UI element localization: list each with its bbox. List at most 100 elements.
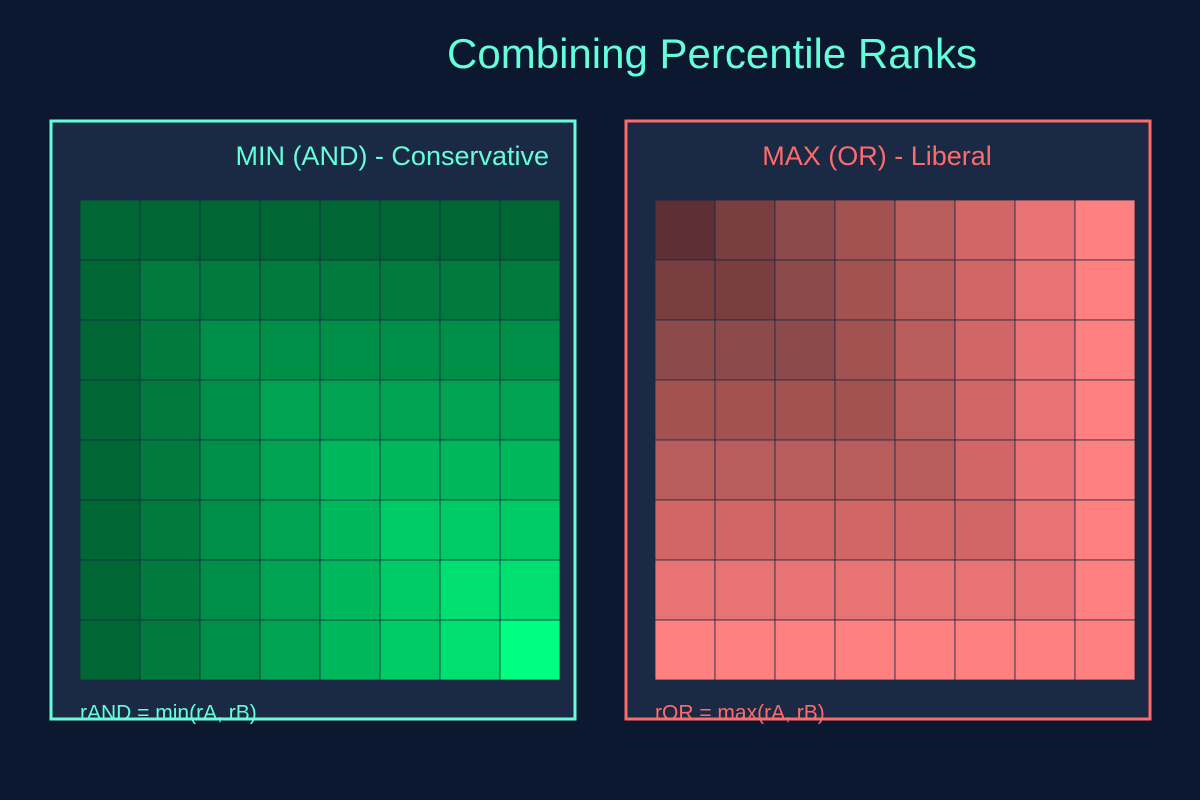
grid-cell xyxy=(319,259,381,321)
grid-cell xyxy=(654,499,716,561)
grid-cell xyxy=(319,199,381,261)
grid-cell xyxy=(199,199,261,261)
grid-cell xyxy=(319,559,381,621)
grid-cell xyxy=(379,199,441,261)
grid-cell xyxy=(139,619,201,681)
grid-cell xyxy=(1014,499,1076,561)
grid-cell xyxy=(894,319,956,381)
grid-cell xyxy=(1014,199,1076,261)
grid-cell xyxy=(499,379,561,441)
grid-cell xyxy=(1074,379,1136,441)
grid-cell xyxy=(499,319,561,381)
grid-cell xyxy=(439,439,501,501)
grid-cell xyxy=(199,619,261,681)
formula: rOR = max(rA, rB) xyxy=(655,702,825,725)
grid-cell xyxy=(714,259,776,321)
grid-cell xyxy=(774,319,836,381)
grid-cell xyxy=(954,379,1016,441)
grid-cell xyxy=(774,559,836,621)
grid-cell xyxy=(379,319,441,381)
grid-cell xyxy=(774,439,836,501)
grid-cell xyxy=(79,439,141,501)
grid-cell xyxy=(499,619,561,681)
grid-cell xyxy=(139,559,201,621)
grid-cell xyxy=(774,619,836,681)
grid-cell xyxy=(139,319,201,381)
grid-cell xyxy=(654,199,716,261)
grid-cell xyxy=(1014,319,1076,381)
grid-cell xyxy=(139,199,201,261)
grid-cell xyxy=(894,199,956,261)
grid-cell xyxy=(894,379,956,441)
grid-cell xyxy=(1074,439,1136,501)
grid-cell xyxy=(1074,619,1136,681)
grid-cell xyxy=(379,559,441,621)
grid-cell xyxy=(654,259,716,321)
grid-cell xyxy=(954,319,1016,381)
grid-cell xyxy=(439,319,501,381)
grid-cell xyxy=(439,619,501,681)
grid-cell xyxy=(714,319,776,381)
grid-cell xyxy=(439,379,501,441)
grid-cell xyxy=(499,259,561,321)
grid-cell xyxy=(199,499,261,561)
grid-cell xyxy=(379,259,441,321)
panel-title: MAX (OR) - Liberal xyxy=(762,141,992,171)
grid-cell xyxy=(379,499,441,561)
grid-cell xyxy=(834,259,896,321)
grid-cell xyxy=(259,199,321,261)
grid-cell xyxy=(499,499,561,561)
grid-cell xyxy=(1014,379,1076,441)
grid-cell xyxy=(499,199,561,261)
grid-cell xyxy=(79,199,141,261)
grid-cell xyxy=(499,439,561,501)
grid-cell xyxy=(199,439,261,501)
grid-cell xyxy=(834,619,896,681)
grid-cell xyxy=(439,259,501,321)
grid-cell xyxy=(319,379,381,441)
grid-cell xyxy=(834,439,896,501)
grid-cell xyxy=(954,439,1016,501)
grid-cell xyxy=(199,379,261,441)
grid-cell xyxy=(79,559,141,621)
grid-cell xyxy=(894,439,956,501)
grid-cell xyxy=(774,199,836,261)
grid-cell xyxy=(319,319,381,381)
grid-cell xyxy=(834,559,896,621)
grid-cell xyxy=(714,619,776,681)
panel-title: MIN (AND) - Conservative xyxy=(235,141,549,171)
formula: rAND = min(rA, rB) xyxy=(80,702,257,725)
grid-cell xyxy=(199,319,261,381)
grid-cell xyxy=(379,619,441,681)
grid-cell xyxy=(139,259,201,321)
grid-cell xyxy=(894,559,956,621)
grid-cell xyxy=(319,439,381,501)
grid-cell xyxy=(439,499,501,561)
grid-cell xyxy=(499,559,561,621)
grid-cell xyxy=(894,499,956,561)
grid-cell xyxy=(439,559,501,621)
grid-cell xyxy=(1074,199,1136,261)
grid-cell xyxy=(834,379,896,441)
grid-cell xyxy=(1014,259,1076,321)
grid-cell xyxy=(259,619,321,681)
grid-cell xyxy=(714,199,776,261)
grid-cell xyxy=(79,619,141,681)
grid-cell xyxy=(654,319,716,381)
grid-cell xyxy=(139,499,201,561)
grid-cell xyxy=(954,559,1016,621)
grid-cell xyxy=(1074,319,1136,381)
grid-cell xyxy=(954,259,1016,321)
grid-cell xyxy=(654,379,716,441)
grid-cell xyxy=(79,499,141,561)
grid-cell xyxy=(259,319,321,381)
grid-cell xyxy=(259,439,321,501)
grid-cell xyxy=(714,559,776,621)
grid-cell xyxy=(774,499,836,561)
grid-cell xyxy=(654,439,716,501)
grid-cell xyxy=(139,379,201,441)
grid-cell xyxy=(1074,259,1136,321)
title: Combining Percentile Ranks xyxy=(447,30,977,77)
grid-cell xyxy=(954,619,1016,681)
grid-cell xyxy=(259,499,321,561)
